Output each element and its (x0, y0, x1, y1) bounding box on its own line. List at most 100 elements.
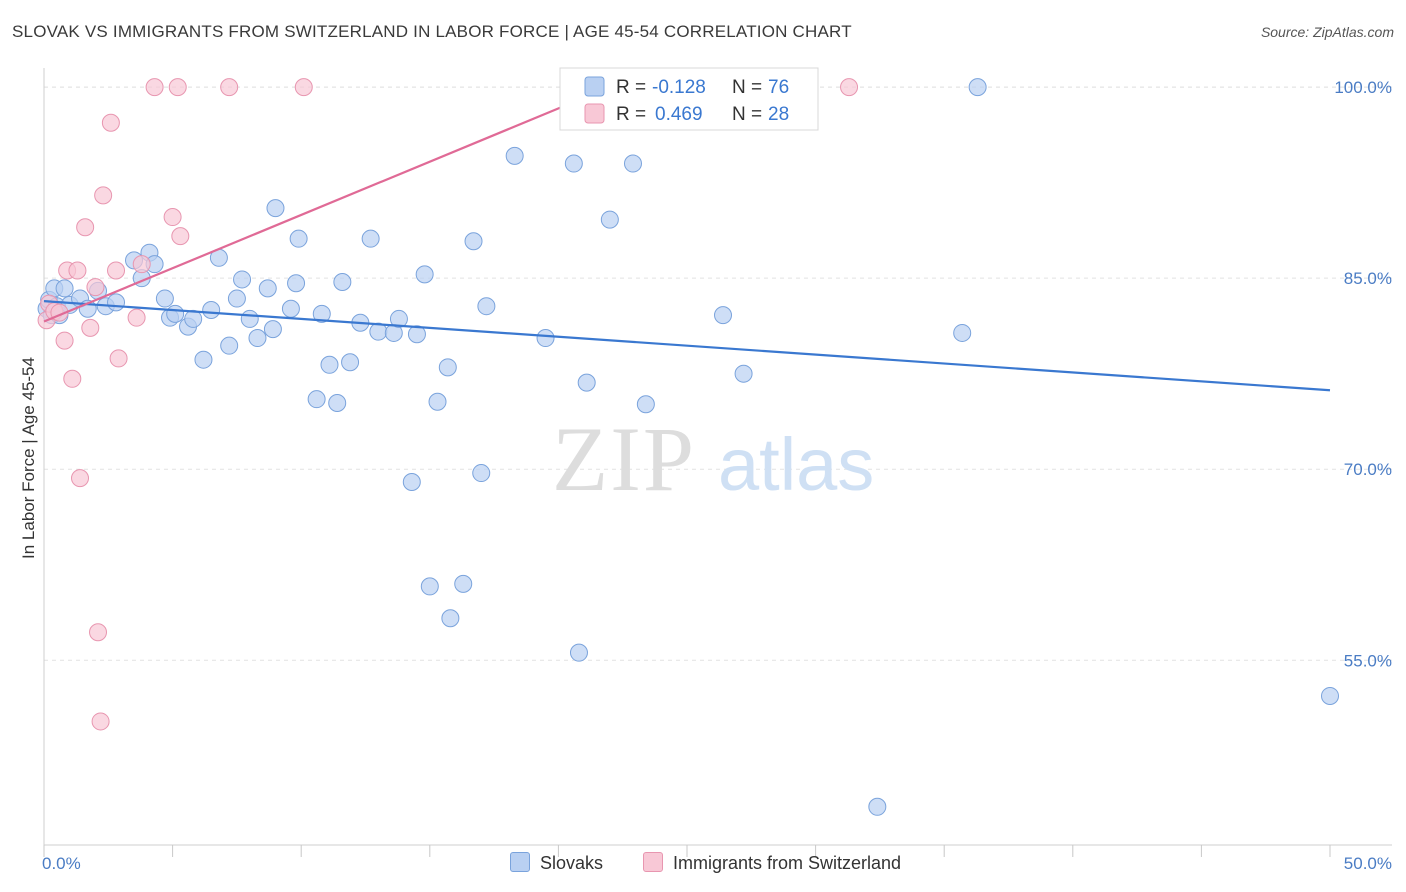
swiss-point (63, 369, 82, 388)
swiss-point (107, 261, 126, 280)
slovak-point (333, 272, 352, 291)
swiss-point (171, 227, 190, 246)
slovak-point (441, 609, 460, 628)
slovak-point (472, 464, 491, 483)
slovak-point (328, 394, 347, 413)
legend-r-value-2: 0.469 (655, 104, 703, 125)
slovak-point (569, 643, 588, 662)
slovak-point (258, 279, 277, 298)
slovak-point (623, 154, 642, 173)
trend-lines (43, 86, 1331, 392)
slovak-point (107, 293, 126, 312)
slovak-trend-line (43, 300, 1331, 392)
watermark: ZIP atlas (552, 408, 874, 510)
slovak-point (155, 289, 174, 308)
swiss-point (81, 318, 100, 337)
slovak-point (184, 309, 203, 328)
gridlines (44, 86, 1392, 661)
slovak-point (248, 329, 267, 348)
swiss-point (71, 469, 90, 488)
slovak-point (240, 309, 259, 328)
slovak-point (953, 323, 972, 342)
bottom-legend-label-slovaks: Slovaks (540, 853, 604, 873)
slovak-point (714, 306, 733, 325)
slovak-point (233, 270, 252, 289)
slovak-point (428, 392, 447, 411)
slovak-point (307, 390, 326, 409)
axes (43, 68, 1392, 846)
swiss-point (840, 78, 859, 97)
swiss-point (55, 331, 74, 350)
slovak-point (55, 279, 74, 298)
y-tick-label: 55.0% (1344, 651, 1392, 670)
slovak-point (454, 574, 473, 593)
slovak-point (220, 336, 239, 355)
swiss-trend-line (43, 86, 611, 323)
stats-legend: R = -0.128 N = 76 R = 0.469 N = 28 (559, 67, 819, 131)
slovak-point (320, 355, 339, 374)
bottom-legend-slovaks: Slovaks (510, 852, 603, 874)
slovak-point (868, 797, 887, 816)
slovak-point (312, 304, 331, 323)
legend-n-label-2: N = (732, 104, 762, 125)
slovak-point (415, 265, 434, 284)
y-tick-label: 100.0% (1334, 78, 1392, 97)
y-axis-title: In Labor Force | Age 45-54 (19, 357, 38, 559)
slovak-point (600, 210, 619, 229)
slovak-point (536, 329, 555, 348)
bottom-swatch-swiss (643, 852, 663, 872)
slovak-point (636, 395, 655, 414)
swiss-point (163, 208, 182, 227)
swiss-point (89, 623, 108, 642)
swiss-point (76, 218, 95, 237)
legend-r-label-1: R = (616, 77, 646, 98)
swiss-point (220, 78, 239, 97)
slovak-point (227, 289, 246, 308)
swiss-point (168, 78, 187, 97)
chart-title: SLOVAK VS IMMIGRANTS FROM SWITZERLAND IN… (12, 22, 852, 41)
slovak-point (289, 229, 308, 248)
swiss-point (132, 255, 151, 274)
legend-swatch-swiss (584, 103, 605, 124)
swiss-point (101, 113, 120, 132)
x-tick-label-max: 50.0% (1344, 854, 1392, 873)
slovak-point (266, 199, 285, 218)
slovak-point (341, 353, 360, 372)
legend-n-value-2: 28 (768, 104, 789, 125)
y-tick-labels: 55.0% 70.0% 85.0% 100.0% (1334, 78, 1392, 670)
slovak-point (287, 274, 306, 293)
slovak-point (281, 299, 300, 318)
bottom-legend-label-swiss: Immigrants from Switzerland (673, 853, 902, 873)
swiss-point (109, 349, 128, 368)
slovak-point (505, 146, 524, 165)
bottom-swatch-slovaks (510, 852, 530, 872)
slovak-point (402, 472, 421, 491)
slovak-point (202, 301, 221, 320)
chart-source: Source: ZipAtlas.com (1260, 24, 1394, 40)
swiss-point (145, 78, 164, 97)
slovak-point (166, 304, 185, 323)
slovak-point (1321, 686, 1339, 705)
legend-swatch-slovaks (584, 76, 605, 97)
slovak-point (968, 78, 987, 97)
slovak-point (477, 297, 496, 316)
y-tick-label: 70.0% (1344, 460, 1392, 479)
slovak-point (734, 364, 753, 383)
slovak-point (564, 154, 583, 173)
swiss-point (127, 308, 146, 327)
swiss-point (91, 712, 110, 731)
swiss-point (86, 278, 105, 297)
slovak-point (389, 309, 408, 328)
y-tick-label: 85.0% (1344, 269, 1392, 288)
x-tick-labels: 0.0% 50.0% (42, 845, 1392, 873)
slovak-point (438, 358, 457, 377)
slovak-point (577, 373, 596, 392)
swiss-point (294, 78, 313, 97)
legend-n-value-1: 76 (768, 77, 789, 98)
slovak-point (407, 325, 426, 344)
swiss-point (68, 261, 87, 280)
legend-r-value-1: -0.128 (652, 77, 706, 98)
slovak-point (263, 320, 282, 339)
swiss-point (94, 186, 113, 205)
